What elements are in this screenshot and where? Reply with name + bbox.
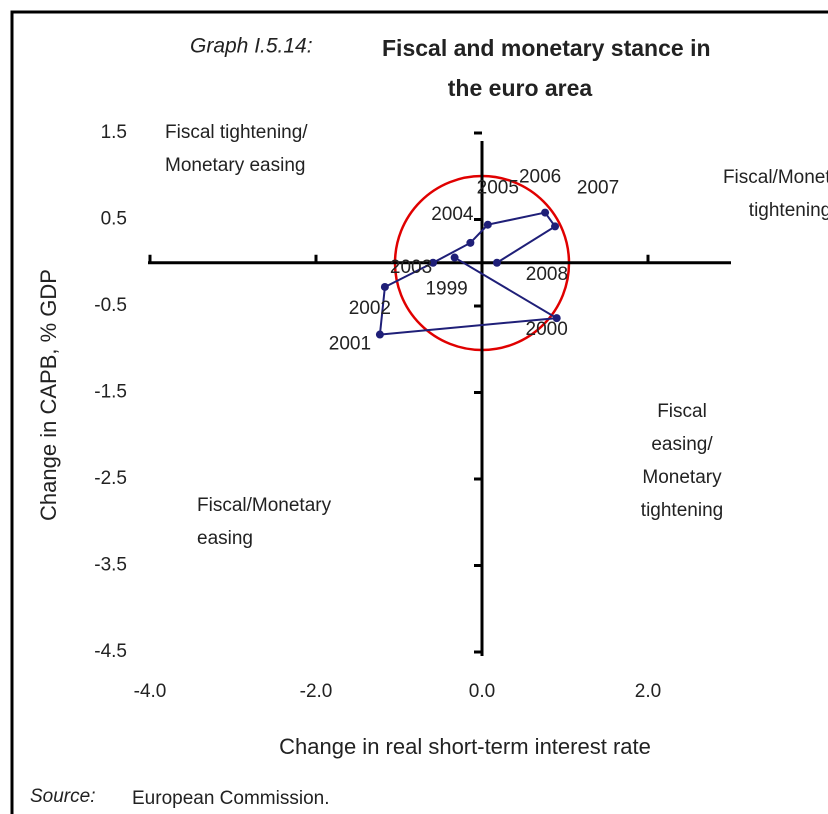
- point: [450, 253, 459, 262]
- quadrant-label: easing/: [651, 434, 713, 455]
- x-tick-label: -4.0: [134, 681, 167, 702]
- y-tick-label: -0.5: [94, 295, 127, 316]
- point-label: 1999: [425, 279, 467, 300]
- quadrant-label: Fiscal/Monetary: [723, 167, 828, 188]
- point-label: 2003: [390, 257, 432, 278]
- point: [429, 258, 438, 267]
- quadrant-label: Fiscal tightening/: [165, 122, 308, 143]
- point: [483, 220, 492, 229]
- point: [552, 314, 561, 323]
- chart-title: Fiscal and monetary stance in: [382, 35, 711, 61]
- quadrant-label: Fiscal/Monetary: [197, 495, 332, 516]
- x-tick-label: -2.0: [300, 681, 333, 702]
- quadrant-label: Monetary: [642, 467, 722, 488]
- point: [375, 330, 384, 339]
- source-label: Source:: [30, 786, 95, 807]
- x-tick-label: 2.0: [635, 681, 661, 702]
- point-label: 2008: [526, 264, 568, 285]
- point: [380, 282, 389, 291]
- frame: [10, 10, 828, 814]
- point-label: 2005: [477, 178, 519, 199]
- point: [551, 222, 560, 231]
- y-tick-label: -3.5: [94, 555, 127, 576]
- series-line: [378, 211, 560, 336]
- point-label: 2000: [526, 319, 568, 340]
- y-tick-label: -4.5: [94, 641, 127, 662]
- point: [541, 208, 550, 217]
- chart-title: the euro area: [448, 75, 593, 101]
- point: [492, 258, 501, 267]
- point-label: 2006: [519, 167, 561, 188]
- point-label: 2004: [431, 204, 474, 225]
- point-label: 2001: [329, 334, 371, 355]
- source: European Commission.: [132, 788, 329, 809]
- quadrant-label: easing: [197, 528, 253, 549]
- quadrant-label: Fiscal: [657, 401, 707, 422]
- point: [466, 238, 475, 247]
- title-prefix: Graph I.5.14:: [190, 35, 313, 58]
- point-label: 2007: [577, 177, 619, 198]
- y-axis-label: Change in CAPB, % GDP: [36, 269, 61, 521]
- y-tick-label: -2.5: [94, 468, 127, 489]
- quadrant-label: Monetary easing: [165, 155, 305, 176]
- y-tick-label: 0.5: [101, 209, 127, 230]
- y-tick-label: -1.5: [94, 382, 127, 403]
- quadrant-label: tightening: [749, 200, 828, 221]
- point-label: 2002: [349, 298, 391, 319]
- y-tick-label: 1.5: [101, 122, 127, 143]
- x-tick-label: 0.0: [469, 681, 495, 702]
- x-axis-label: Change in real short-term interest rate: [279, 734, 651, 759]
- quadrant-label: tightening: [641, 500, 723, 521]
